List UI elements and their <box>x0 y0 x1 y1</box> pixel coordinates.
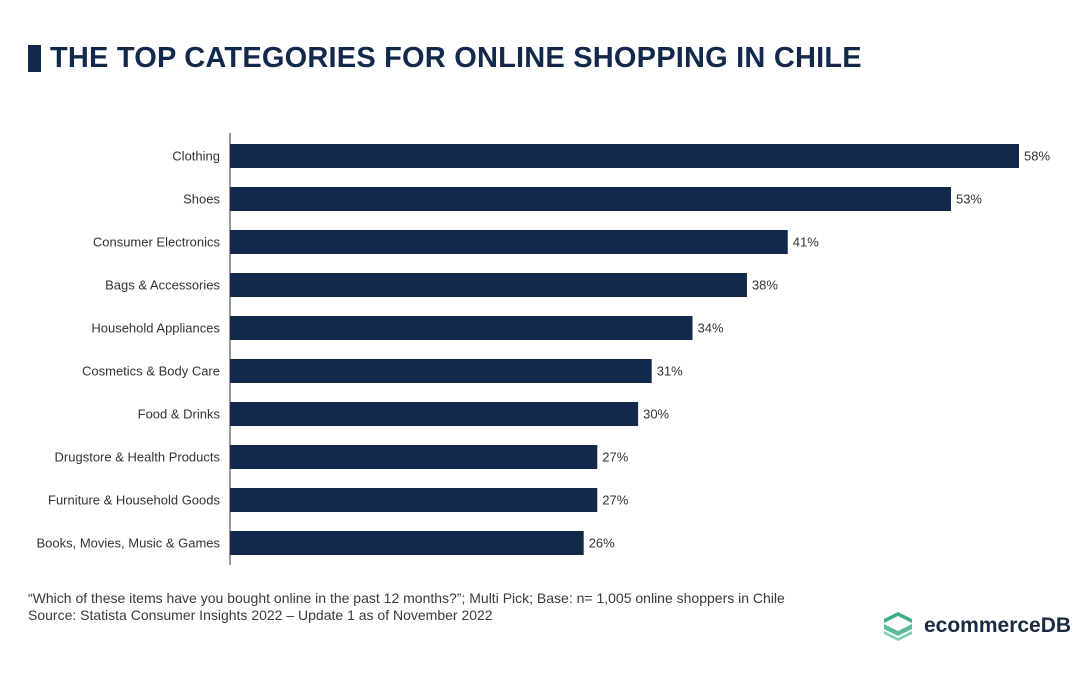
title-marker <box>28 45 41 72</box>
stack-logo-icon <box>884 612 912 641</box>
logo-text: ecommerceDB <box>924 614 1072 637</box>
category-label: Furniture & Household Goods <box>48 493 220 508</box>
bar-1 <box>230 187 951 211</box>
category-label: Consumer Electronics <box>93 235 221 250</box>
bar-4 <box>230 316 693 340</box>
value-label: 27% <box>602 493 628 508</box>
bar-chart: Clothing 58% Shoes 53% Consumer Electronics 4… <box>37 133 1050 565</box>
value-label: 53% <box>956 192 982 207</box>
bar-8 <box>230 488 598 512</box>
value-label: 38% <box>752 278 778 293</box>
value-label: 31% <box>657 364 683 379</box>
bar-0 <box>230 144 1019 168</box>
value-label: 26% <box>589 536 615 551</box>
bar-3 <box>230 273 747 297</box>
bar-9 <box>230 531 584 555</box>
category-label: Household Appliances <box>91 321 220 336</box>
value-label: 41% <box>793 235 819 250</box>
category-label: Books, Movies, Music & Games <box>37 536 221 551</box>
value-label: 30% <box>643 407 669 422</box>
category-label: Cosmetics & Body Care <box>82 364 220 379</box>
bar-5 <box>230 359 652 383</box>
value-label: 27% <box>602 450 628 465</box>
question-note: “Which of these items have you bought on… <box>28 590 785 606</box>
chart-title: THE TOP CATEGORIES FOR ONLINE SHOPPING I… <box>28 42 862 75</box>
value-label: 34% <box>698 321 724 336</box>
chart-footnote: “Which of these items have you bought on… <box>28 590 828 624</box>
source-note: Source: Statista Consumer Insights 2022 … <box>28 607 493 623</box>
category-label: Bags & Accessories <box>105 278 220 293</box>
bar-6 <box>230 402 639 426</box>
value-label: 58% <box>1024 149 1050 164</box>
bar-2 <box>230 230 788 254</box>
bar-7 <box>230 445 598 469</box>
title-text: THE TOP CATEGORIES FOR ONLINE SHOPPING I… <box>50 42 862 74</box>
category-label: Shoes <box>183 192 220 207</box>
category-label: Clothing <box>172 149 220 164</box>
category-label: Drugstore & Health Products <box>55 450 221 465</box>
category-label: Food & Drinks <box>138 407 221 422</box>
ecommercedb-logo: ecommerceDB <box>882 610 1071 642</box>
